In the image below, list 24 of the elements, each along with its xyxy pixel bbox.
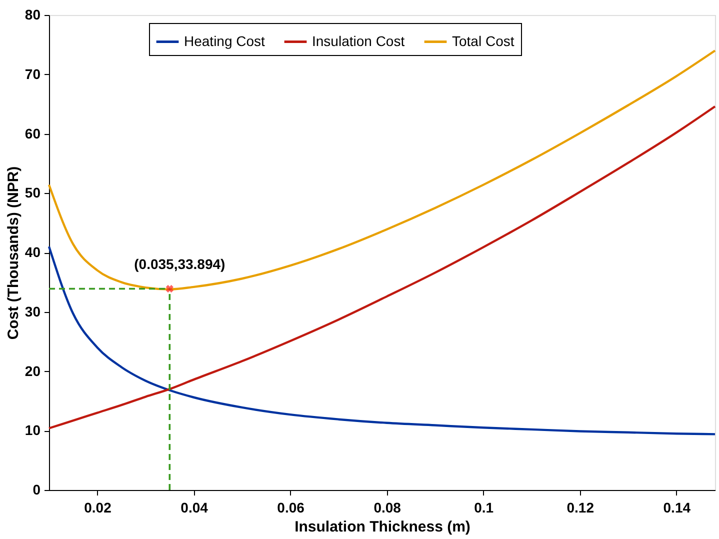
line-series [48, 105, 716, 430]
x-tick-label: 0.06 [277, 500, 305, 516]
y-tick-label: 10 [24, 422, 41, 438]
legend-label: Total Cost [452, 32, 514, 49]
x-axis-title: Insulation Thickness (m) [294, 518, 470, 536]
y-axis-title: Cost (Thousands) (NPR) [4, 166, 22, 340]
y-tick-label: 80 [24, 6, 41, 22]
x-tick-label: 0.12 [566, 500, 594, 516]
y-tick-label: 60 [24, 125, 41, 142]
legend-label: Heating Cost [184, 32, 266, 49]
y-tick-label: 20 [24, 362, 41, 379]
y-tick-label: 0 [32, 482, 41, 498]
y-tick-label: 30 [24, 303, 41, 320]
x-tick-label: 0.08 [374, 500, 402, 516]
line-series [48, 245, 716, 436]
y-tick-label: 50 [24, 184, 41, 201]
y-tick-label: 40 [24, 244, 41, 260]
x-tick-label: 0.14 [663, 500, 691, 516]
annotation: (0.035,33.894) [134, 256, 226, 272]
legend-label: Insulation Cost [312, 32, 405, 49]
x-tick-label: 0.1 [474, 500, 494, 516]
x-tick-label: 0.04 [180, 500, 208, 516]
y-tick-label: 70 [24, 66, 41, 82]
x-tick-label: 0.02 [84, 500, 112, 516]
